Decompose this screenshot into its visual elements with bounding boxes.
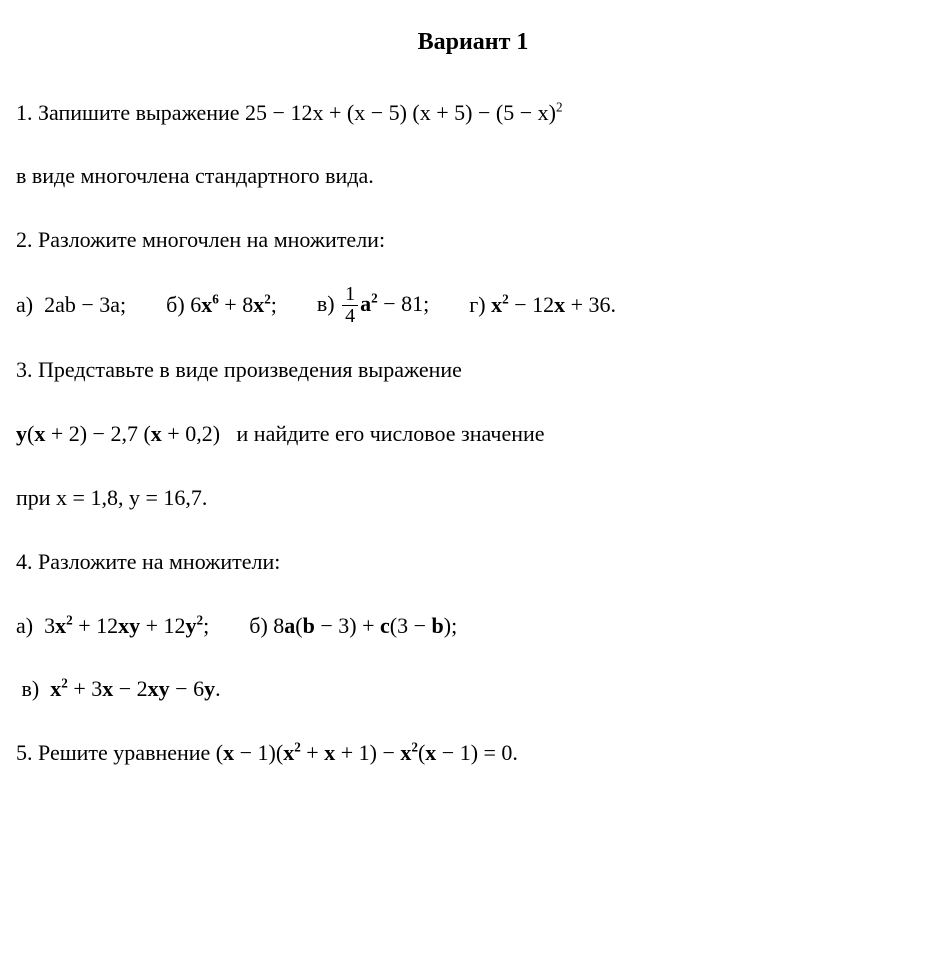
q2c-end: − 81; <box>378 291 430 316</box>
q4a-end: ; <box>203 613 209 638</box>
q3-x2: x <box>151 421 162 446</box>
q4c-y: y <box>204 676 215 701</box>
q5: 5. Решите уравнение (x − 1)(x2 + x + 1) … <box>16 732 930 774</box>
q3-y: y <box>16 421 27 446</box>
q2b-s2: 2 <box>264 292 271 307</box>
q4c-end: . <box>215 676 221 701</box>
q2c-num: 1 <box>342 284 358 306</box>
q3-title: 3. Представьте в виде произведения выраж… <box>16 349 930 391</box>
q4a-y: y <box>186 613 197 638</box>
q2c-a: a <box>360 291 371 316</box>
q2d-label: г) <box>469 292 485 317</box>
q2c-sup: 2 <box>371 291 378 306</box>
q2d-x1: x <box>491 292 502 317</box>
q4-row1: а) 3x2 + 12xy + 12y2; б) 8a(b − 3) + c(3… <box>16 605 930 647</box>
q4c-1: + 3 <box>68 676 102 701</box>
q2a-label: а) <box>16 292 33 317</box>
q2b-mid: + 8 <box>219 292 253 317</box>
q2c: в) 14a2 − 81; <box>317 283 429 327</box>
q4a-s1: 2 <box>66 612 73 627</box>
q5-s2: 2 <box>411 740 418 755</box>
q2d-x2: x <box>554 292 565 317</box>
q2-row: а) 2ab − 3a; б) 6x6 + 8x2; в) 14a2 − 81;… <box>16 283 930 327</box>
q3-values: при x = 1,8, y = 16,7. <box>16 477 930 519</box>
q4a: а) 3x2 + 12xy + 12y2; <box>16 605 209 647</box>
q4c-label: в) <box>22 676 40 701</box>
q2a: а) 2ab − 3a; <box>16 284 126 326</box>
q5-x4: x <box>400 740 411 765</box>
q4c-x1: x <box>50 676 61 701</box>
q4b-a: a <box>284 613 295 638</box>
q5-x5: x <box>425 740 436 765</box>
q4b-1: 8 <box>273 613 284 638</box>
q1-text-a: 1. Запишите выражение 25 − 12x + (x − 5)… <box>16 100 556 125</box>
q2d-mid: − 12 <box>509 292 554 317</box>
q2d-sup: 2 <box>502 292 509 307</box>
q5-f: − 1) = 0. <box>436 740 518 765</box>
q4b-label: б) <box>249 613 268 638</box>
q4c-x2: x <box>102 676 113 701</box>
q2b-x2: x <box>253 292 264 317</box>
q4a-2: + 12 <box>73 613 118 638</box>
q4b: б) 8a(b − 3) + c(3 − b); <box>249 605 457 647</box>
q5-d: + 1) − <box>335 740 400 765</box>
q2b-end: ; <box>271 292 277 317</box>
q2d: г) x2 − 12x + 36. <box>469 284 616 326</box>
q4-row2: в) x2 + 3x − 2xy − 6y. <box>16 668 930 710</box>
q4a-x1: x <box>55 613 66 638</box>
q4c: в) x2 + 3x − 2xy − 6y. <box>16 668 221 710</box>
q5-x1: x <box>223 740 234 765</box>
q3-tail: и найдите его числовое значение <box>231 421 545 446</box>
q3-p3: + 0,2) <box>162 421 220 446</box>
q2b-t1: 6 <box>190 292 201 317</box>
q2c-label: в) <box>317 291 335 316</box>
q4b-b1: b <box>303 613 315 638</box>
q4b-3: − 3) + <box>315 613 380 638</box>
q1-sup: 2 <box>556 99 563 114</box>
q3-p2: + 2) − 2,7 ( <box>45 421 150 446</box>
q4c-xy: xy <box>148 676 170 701</box>
q5-a: 5. Решите уравнение ( <box>16 740 223 765</box>
q2b-s1: 6 <box>212 292 219 307</box>
q2b: б) 6x6 + 8x2; <box>166 284 277 326</box>
q5-x3: x <box>324 740 335 765</box>
q1-line1: 1. Запишите выражение 25 − 12x + (x − 5)… <box>16 92 930 134</box>
q4a-3: + 12 <box>140 613 185 638</box>
q4a-1: 3 <box>44 613 55 638</box>
q5-b: − 1)( <box>234 740 283 765</box>
q5-s1: 2 <box>294 740 301 755</box>
q3-expr-line: y(x + 2) − 2,7 (x + 0,2) и найдите его ч… <box>16 413 930 455</box>
q4b-4: (3 − <box>390 613 432 638</box>
q4b-c: c <box>380 613 390 638</box>
q4a-xy: xy <box>118 613 140 638</box>
q2c-frac: 14 <box>342 284 358 327</box>
q2b-x1: x <box>201 292 212 317</box>
q2d-end: + 36. <box>565 292 616 317</box>
q4c-2: − 2 <box>113 676 147 701</box>
q4b-2: ( <box>295 613 302 638</box>
q3-x1: x <box>34 421 45 446</box>
q4b-5: ); <box>444 613 457 638</box>
q2b-label: б) <box>166 292 185 317</box>
q4b-b2: b <box>432 613 444 638</box>
q1-line2: в виде многочлена стандартного вида. <box>16 155 930 197</box>
page-title: Вариант 1 <box>16 20 930 66</box>
q5-x2: x <box>283 740 294 765</box>
q4a-label: а) <box>16 613 33 638</box>
q2c-den: 4 <box>342 306 358 327</box>
q4c-s1: 2 <box>61 676 68 691</box>
q2a-expr: 2ab − 3a; <box>44 292 126 317</box>
q2-title: 2. Разложите многочлен на множители: <box>16 219 930 261</box>
q4-title: 4. Разложите на множители: <box>16 541 930 583</box>
q4c-3: − 6 <box>170 676 204 701</box>
q5-c: + <box>301 740 324 765</box>
